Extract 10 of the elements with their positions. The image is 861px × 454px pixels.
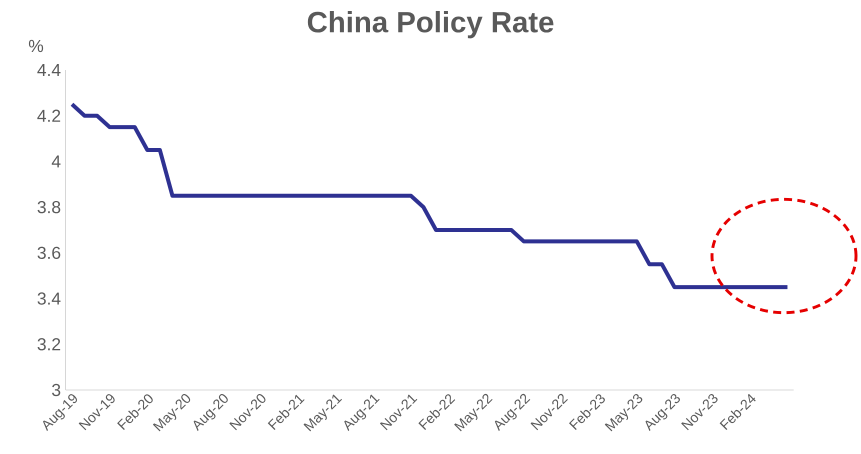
y-axis-title: %: [28, 40, 44, 52]
chart-title: China Policy Rate: [308, 10, 554, 38]
y-tick-label: 4: [52, 155, 61, 168]
y-tick-label: 3: [52, 384, 60, 396]
y-tick-label: 3.8: [38, 201, 60, 214]
y-tick-label: 4.4: [37, 64, 61, 76]
y-tick-label: 3.6: [38, 246, 60, 259]
y-tick-label: 4.2: [37, 110, 60, 122]
y-tick-label: 3.2: [38, 338, 60, 350]
y-tick-label: 3.4: [38, 292, 61, 305]
